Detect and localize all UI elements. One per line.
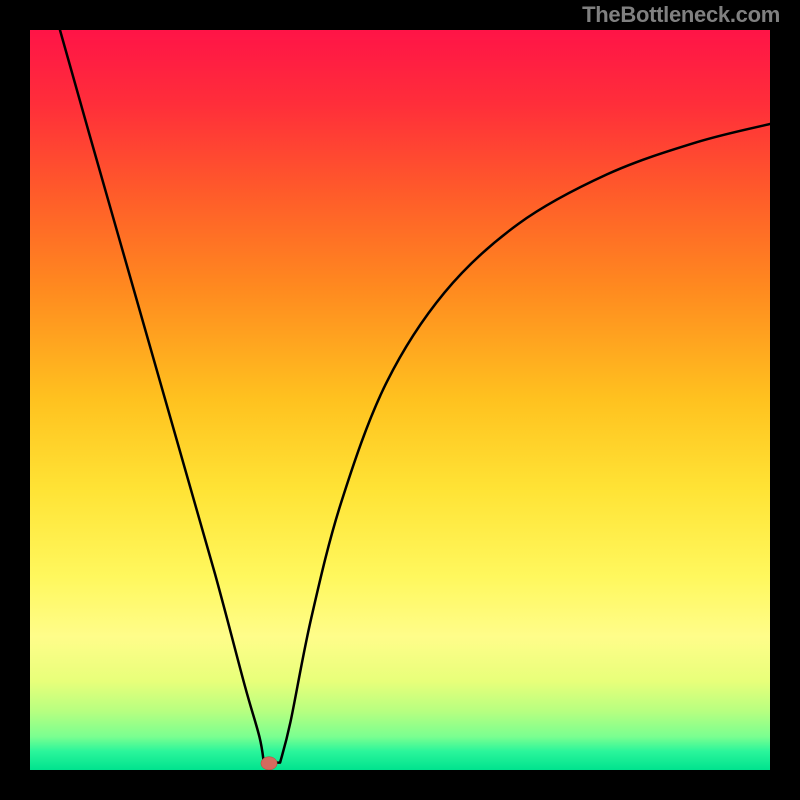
curve-path <box>60 30 770 763</box>
watermark-text: TheBottleneck.com <box>582 2 780 28</box>
chart-wrapper: TheBottleneck.com <box>0 0 800 800</box>
min-marker <box>261 757 277 770</box>
bottleneck-curve <box>30 30 770 770</box>
plot-area <box>30 30 770 770</box>
